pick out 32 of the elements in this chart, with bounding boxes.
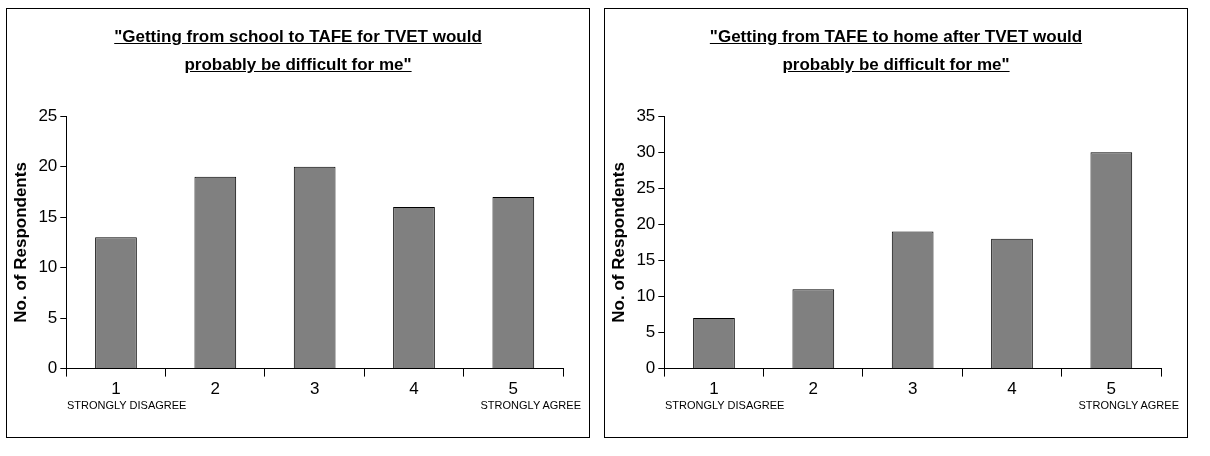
x-tick-label: 4 xyxy=(409,379,419,399)
x-tick-label: 4 xyxy=(1007,379,1017,399)
y-tick-label: 5 xyxy=(645,322,656,342)
x-tick-label: 5 xyxy=(1106,379,1117,399)
y-tick-label: 25 xyxy=(636,178,656,197)
text: STRONGLY AGREE xyxy=(480,399,581,411)
y-tick-label: 15 xyxy=(636,250,656,270)
text: STRONGLY DISAGREE xyxy=(67,399,187,411)
y-tick-label: 0 xyxy=(47,358,58,378)
y-tick-label: 25 xyxy=(38,105,58,125)
y-axis-title: No. of Respondents xyxy=(10,162,30,323)
x-tick-label: 5 xyxy=(508,379,519,399)
x-tick-label: 3 xyxy=(309,379,320,399)
y-tick-label: 10 xyxy=(636,286,656,306)
y-tick-label: 0 xyxy=(645,358,656,378)
x-tick-label: 2 xyxy=(808,379,819,399)
y-tick-label: 10 xyxy=(38,257,58,277)
text: STRONGLY DISAGREE xyxy=(665,399,785,411)
x-tick-label: 3 xyxy=(907,379,918,399)
chart-title: "Getting from school to TAFE for TVET would probably be difficult for me" xyxy=(113,26,483,76)
y-tick-label: 20 xyxy=(636,214,656,234)
y-tick-label: 35 xyxy=(636,105,656,125)
chart-title: "Getting from TAFE to home after TVET would probably be difficult for me" xyxy=(708,26,1084,76)
x-tick-label: 1 xyxy=(709,379,719,399)
y-tick-label: 20 xyxy=(38,156,58,176)
y-tick-label: 5 xyxy=(47,307,58,327)
y-tick-label: 30 xyxy=(636,141,656,161)
y-axis-title: No. of Respondents xyxy=(608,162,628,323)
text: STRONGLY AGREE xyxy=(1078,399,1179,411)
x-tick-label: 2 xyxy=(210,379,221,399)
x-tick-label: 1 xyxy=(111,379,121,399)
y-tick-label: 15 xyxy=(38,206,58,226)
